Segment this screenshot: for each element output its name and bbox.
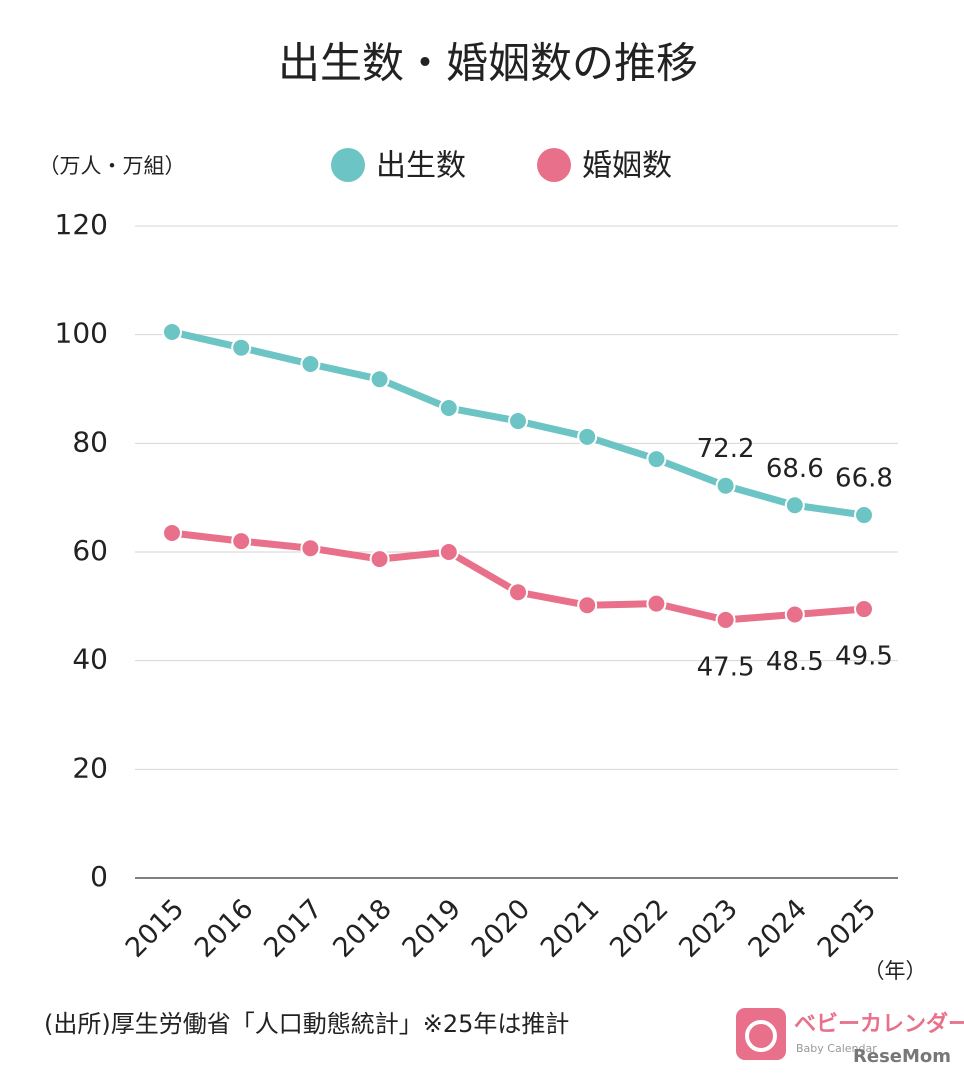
y-tick-label: 120	[55, 208, 108, 241]
source-note: (出所)厚生労働省「人口動態統計」※25年は推計	[44, 1010, 569, 1038]
legend-marker	[537, 148, 571, 182]
data-label: 68.6	[766, 454, 824, 484]
data-point	[577, 595, 598, 616]
data-label: 47.5	[697, 652, 755, 682]
logo-icon-ring	[745, 1020, 777, 1052]
legend-label: 出生数	[376, 149, 466, 184]
y-tick-label: 60	[72, 534, 108, 567]
data-point	[715, 475, 736, 496]
chart-title: 出生数・婚姻数の推移	[278, 39, 698, 88]
data-point	[508, 582, 528, 603]
data-point	[300, 354, 321, 375]
data-point	[162, 321, 182, 342]
data-point	[231, 337, 252, 358]
data-point	[231, 531, 252, 552]
data-point	[508, 411, 528, 432]
y-tick-label: 80	[72, 425, 108, 458]
data-point	[646, 449, 667, 470]
x-axis-label: （年）	[864, 959, 927, 983]
logo-partner: ReseMom	[853, 1046, 951, 1067]
y-tick-label: 0	[90, 860, 108, 893]
legend-marker	[331, 148, 365, 182]
data-label: 49.5	[835, 642, 893, 672]
data-point	[369, 549, 390, 570]
data-point	[854, 599, 874, 620]
y-tick-label: 40	[72, 643, 108, 676]
data-point	[784, 495, 805, 516]
data-point	[854, 505, 874, 526]
data-point	[300, 538, 321, 559]
data-point	[438, 398, 459, 419]
y-tick-label: 20	[72, 751, 108, 784]
data-point	[438, 542, 459, 562]
data-label: 66.8	[835, 464, 893, 494]
data-point	[646, 593, 667, 614]
logo: ベビーカレンダー Baby Calendar ReseMom	[736, 1008, 964, 1067]
y-tick-label: 100	[55, 317, 108, 350]
logo-icon	[736, 1008, 786, 1060]
data-point	[369, 369, 390, 390]
y-axis-label: （万人・万組）	[39, 154, 186, 178]
logo-sub: Baby Calendar	[796, 1042, 877, 1055]
data-point	[577, 426, 598, 447]
data-point	[784, 604, 805, 625]
logo-name: ベビーカレンダー	[794, 1011, 964, 1037]
data-point	[715, 609, 736, 630]
legend-label: 婚姻数	[582, 149, 672, 184]
data-point	[162, 522, 182, 543]
data-label: 48.5	[766, 647, 824, 677]
data-label: 72.2	[697, 434, 755, 464]
